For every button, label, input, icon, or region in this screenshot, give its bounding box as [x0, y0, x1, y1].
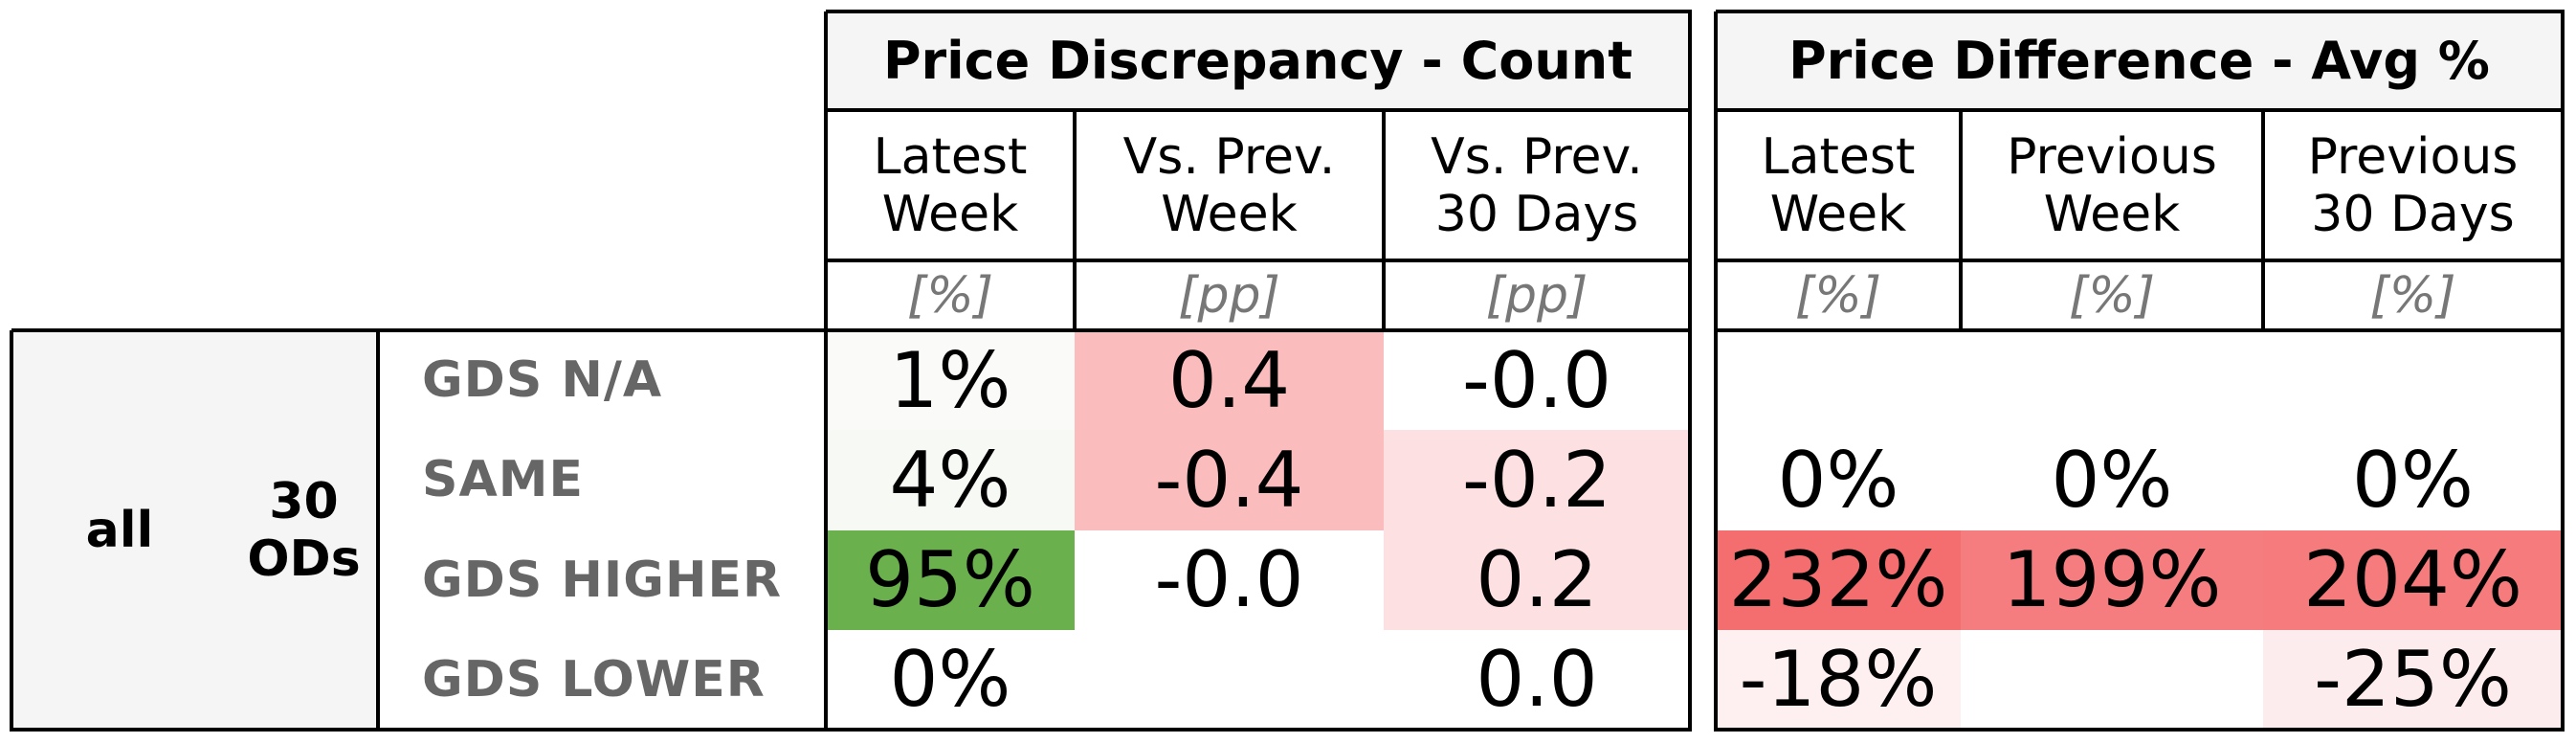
border-line: [1688, 11, 1692, 732]
section-title: Price Discrepancy - Count: [826, 11, 1690, 110]
row-label: GDS LOWER: [422, 650, 766, 709]
border-line: [1716, 108, 2565, 112]
border-line: [1073, 110, 1077, 332]
border-line: [11, 328, 828, 332]
border-line: [1716, 10, 2565, 13]
table-cell: 1%: [826, 330, 1075, 431]
column-header: Vs. Prev. 30 Days: [1431, 127, 1643, 243]
table-cell: 232%: [1716, 529, 1961, 630]
table-cell: 4%: [826, 430, 1075, 530]
table-cell: -25%: [2263, 629, 2563, 730]
table-cell: 0%: [1961, 430, 2263, 530]
column-unit: [%]: [1795, 266, 1881, 325]
table-cell: 199%: [1961, 529, 2263, 630]
border-line: [10, 330, 13, 732]
table-cell: -0.2: [1384, 430, 1690, 530]
table-cell: [1961, 330, 2263, 431]
group-label-ods: 30 ODs: [247, 472, 361, 588]
border-line: [1959, 110, 1963, 332]
border-line: [826, 108, 1692, 112]
column-header: Latest Week: [1761, 127, 1916, 243]
column-header: Vs. Prev. Week: [1122, 127, 1336, 243]
border-line: [826, 328, 1692, 332]
border-line: [824, 11, 828, 732]
column-header: Previous Week: [2007, 127, 2217, 243]
column-unit: [%]: [2069, 266, 2155, 325]
table-cell: [1075, 629, 1384, 730]
column-unit: [pp]: [1485, 266, 1588, 325]
group-label-all: all: [85, 501, 154, 559]
column-unit: [%]: [907, 266, 993, 325]
table-cell: -0.0: [1384, 330, 1690, 431]
border-line: [826, 259, 1692, 262]
table-cell: 0.2: [1384, 529, 1690, 630]
border-line: [1382, 110, 1386, 332]
border-line: [11, 728, 828, 732]
border-line: [2561, 11, 2565, 732]
table-cell: [2263, 330, 2563, 431]
row-label: SAME: [422, 451, 584, 509]
table-cell: [1716, 330, 1961, 431]
border-line: [826, 10, 1692, 13]
row-group-panel: [11, 330, 378, 730]
row-label: GDS HIGHER: [422, 551, 783, 609]
row-label: GDS N/A: [422, 351, 663, 410]
column-header: Latest Week: [873, 127, 1028, 243]
border-line: [826, 728, 1692, 732]
table-cell: 0%: [2263, 430, 2563, 530]
border-line: [1716, 728, 2565, 732]
border-line: [1714, 11, 1718, 732]
border-line: [376, 330, 380, 732]
table-cell: 0%: [826, 629, 1075, 730]
table-cell: -18%: [1716, 629, 1961, 730]
table-cell: [1961, 629, 2263, 730]
column-unit: [%]: [2369, 266, 2456, 325]
table-cell: 0.0: [1384, 629, 1690, 730]
section-title: Price Difference - Avg %: [1716, 11, 2563, 110]
border-line: [1716, 328, 2565, 332]
table-cell: 0.4: [1075, 330, 1384, 431]
table-cell: 0%: [1716, 430, 1961, 530]
table-cell: 95%: [826, 529, 1075, 630]
column-header: Previous 30 Days: [2307, 127, 2519, 243]
column-unit: [pp]: [1178, 266, 1280, 325]
table-cell: -0.0: [1075, 529, 1384, 630]
table-cell: -0.4: [1075, 430, 1384, 530]
border-line: [2261, 110, 2265, 332]
table-cell: 204%: [2263, 529, 2563, 630]
border-line: [1716, 259, 2565, 262]
